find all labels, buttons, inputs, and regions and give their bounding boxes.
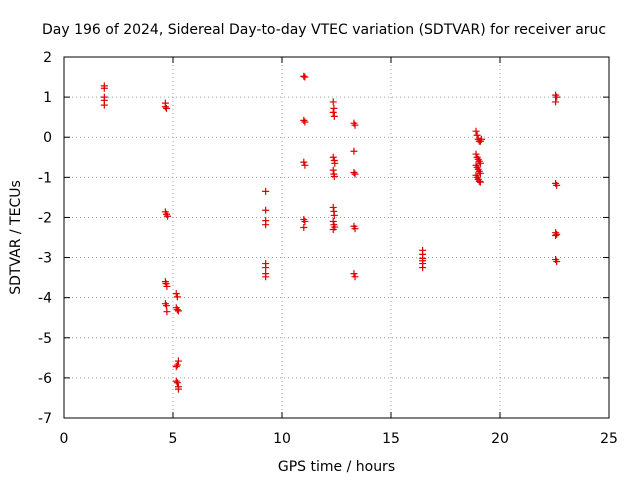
data-point [472, 127, 480, 135]
data-point [473, 131, 481, 139]
data-point [472, 150, 480, 158]
tick-labels: 0 5 10 15 20 25 -7 -6 -5 -4 -3 -2 -1 0 1 2 [38, 50, 618, 447]
data-point [351, 273, 359, 281]
axis-ticks [63, 56, 610, 419]
x-tick-label: 15 [382, 431, 400, 447]
y-tick-label: -3 [38, 251, 52, 267]
data-point [262, 273, 270, 281]
data-point [262, 221, 270, 229]
data-point [350, 169, 358, 177]
data-point [350, 270, 358, 278]
data-point [100, 84, 108, 92]
data-point [553, 258, 561, 266]
data-point [329, 153, 337, 161]
data-point [329, 166, 337, 174]
y-tick-label: -2 [38, 210, 52, 226]
data-point [331, 159, 339, 167]
data-point [172, 377, 180, 385]
data-point [300, 158, 308, 166]
data-point [477, 135, 485, 143]
data-point [163, 282, 171, 290]
y-tick-label: 1 [43, 90, 52, 106]
data-point [329, 203, 337, 211]
data-point [173, 379, 181, 387]
data-points [100, 72, 561, 393]
data-point [476, 169, 484, 177]
data-point [329, 108, 337, 116]
data-point [262, 264, 270, 272]
x-axis-label: GPS time / hours [278, 459, 395, 475]
data-point [330, 173, 338, 181]
data-point [301, 73, 309, 81]
data-point [351, 121, 359, 129]
data-point [161, 103, 169, 111]
data-point [173, 361, 181, 369]
data-point [329, 217, 337, 225]
data-point [172, 290, 180, 298]
y-tick-label: -4 [38, 291, 52, 307]
data-point [351, 170, 359, 178]
data-point [350, 147, 358, 155]
data-point [174, 357, 182, 365]
y-tick-label: 2 [43, 50, 52, 66]
data-point [174, 307, 182, 315]
x-tick-label: 5 [169, 431, 178, 447]
data-point [162, 104, 170, 112]
y-tick-label: -6 [38, 371, 52, 387]
y-axis-label: SDTVAR / TECUs [8, 180, 24, 295]
y-tick-label: 0 [43, 130, 52, 146]
data-point [262, 187, 270, 195]
data-point [300, 223, 308, 231]
data-point [300, 116, 308, 124]
y-tick-label: -1 [38, 170, 52, 186]
x-tick-label: 20 [491, 431, 509, 447]
data-point [553, 230, 561, 238]
data-point [552, 98, 560, 106]
data-point [164, 212, 172, 220]
data-point [173, 293, 181, 301]
data-point [174, 385, 182, 393]
y-tick-label: -7 [38, 411, 52, 427]
data-point [351, 225, 359, 233]
data-point [301, 161, 309, 169]
x-tick-label: 0 [60, 431, 69, 447]
data-point [163, 308, 171, 316]
data-point [100, 101, 108, 109]
data-point [329, 225, 337, 233]
data-point [419, 264, 427, 272]
data-point [476, 178, 484, 186]
x-tick-label: 10 [273, 431, 291, 447]
data-point [162, 302, 170, 310]
data-point [475, 177, 483, 185]
data-point [329, 98, 337, 106]
data-point [301, 118, 309, 126]
plot-frame [63, 56, 610, 419]
x-tick-label: 25 [600, 431, 618, 447]
data-point [300, 72, 308, 80]
data-point [172, 363, 180, 371]
data-point [476, 159, 484, 167]
data-point [173, 306, 181, 314]
data-point [301, 217, 309, 225]
grid-lines [64, 57, 609, 418]
data-point [330, 112, 338, 120]
data-point [553, 181, 561, 189]
data-point [262, 206, 270, 214]
data-point [552, 231, 560, 239]
data-point [330, 211, 338, 219]
chart-title: Day 196 of 2024, Sidereal Day-to-day VTE… [42, 22, 606, 38]
y-tick-label: -5 [38, 331, 52, 347]
data-point [553, 93, 561, 101]
data-point [330, 104, 338, 112]
